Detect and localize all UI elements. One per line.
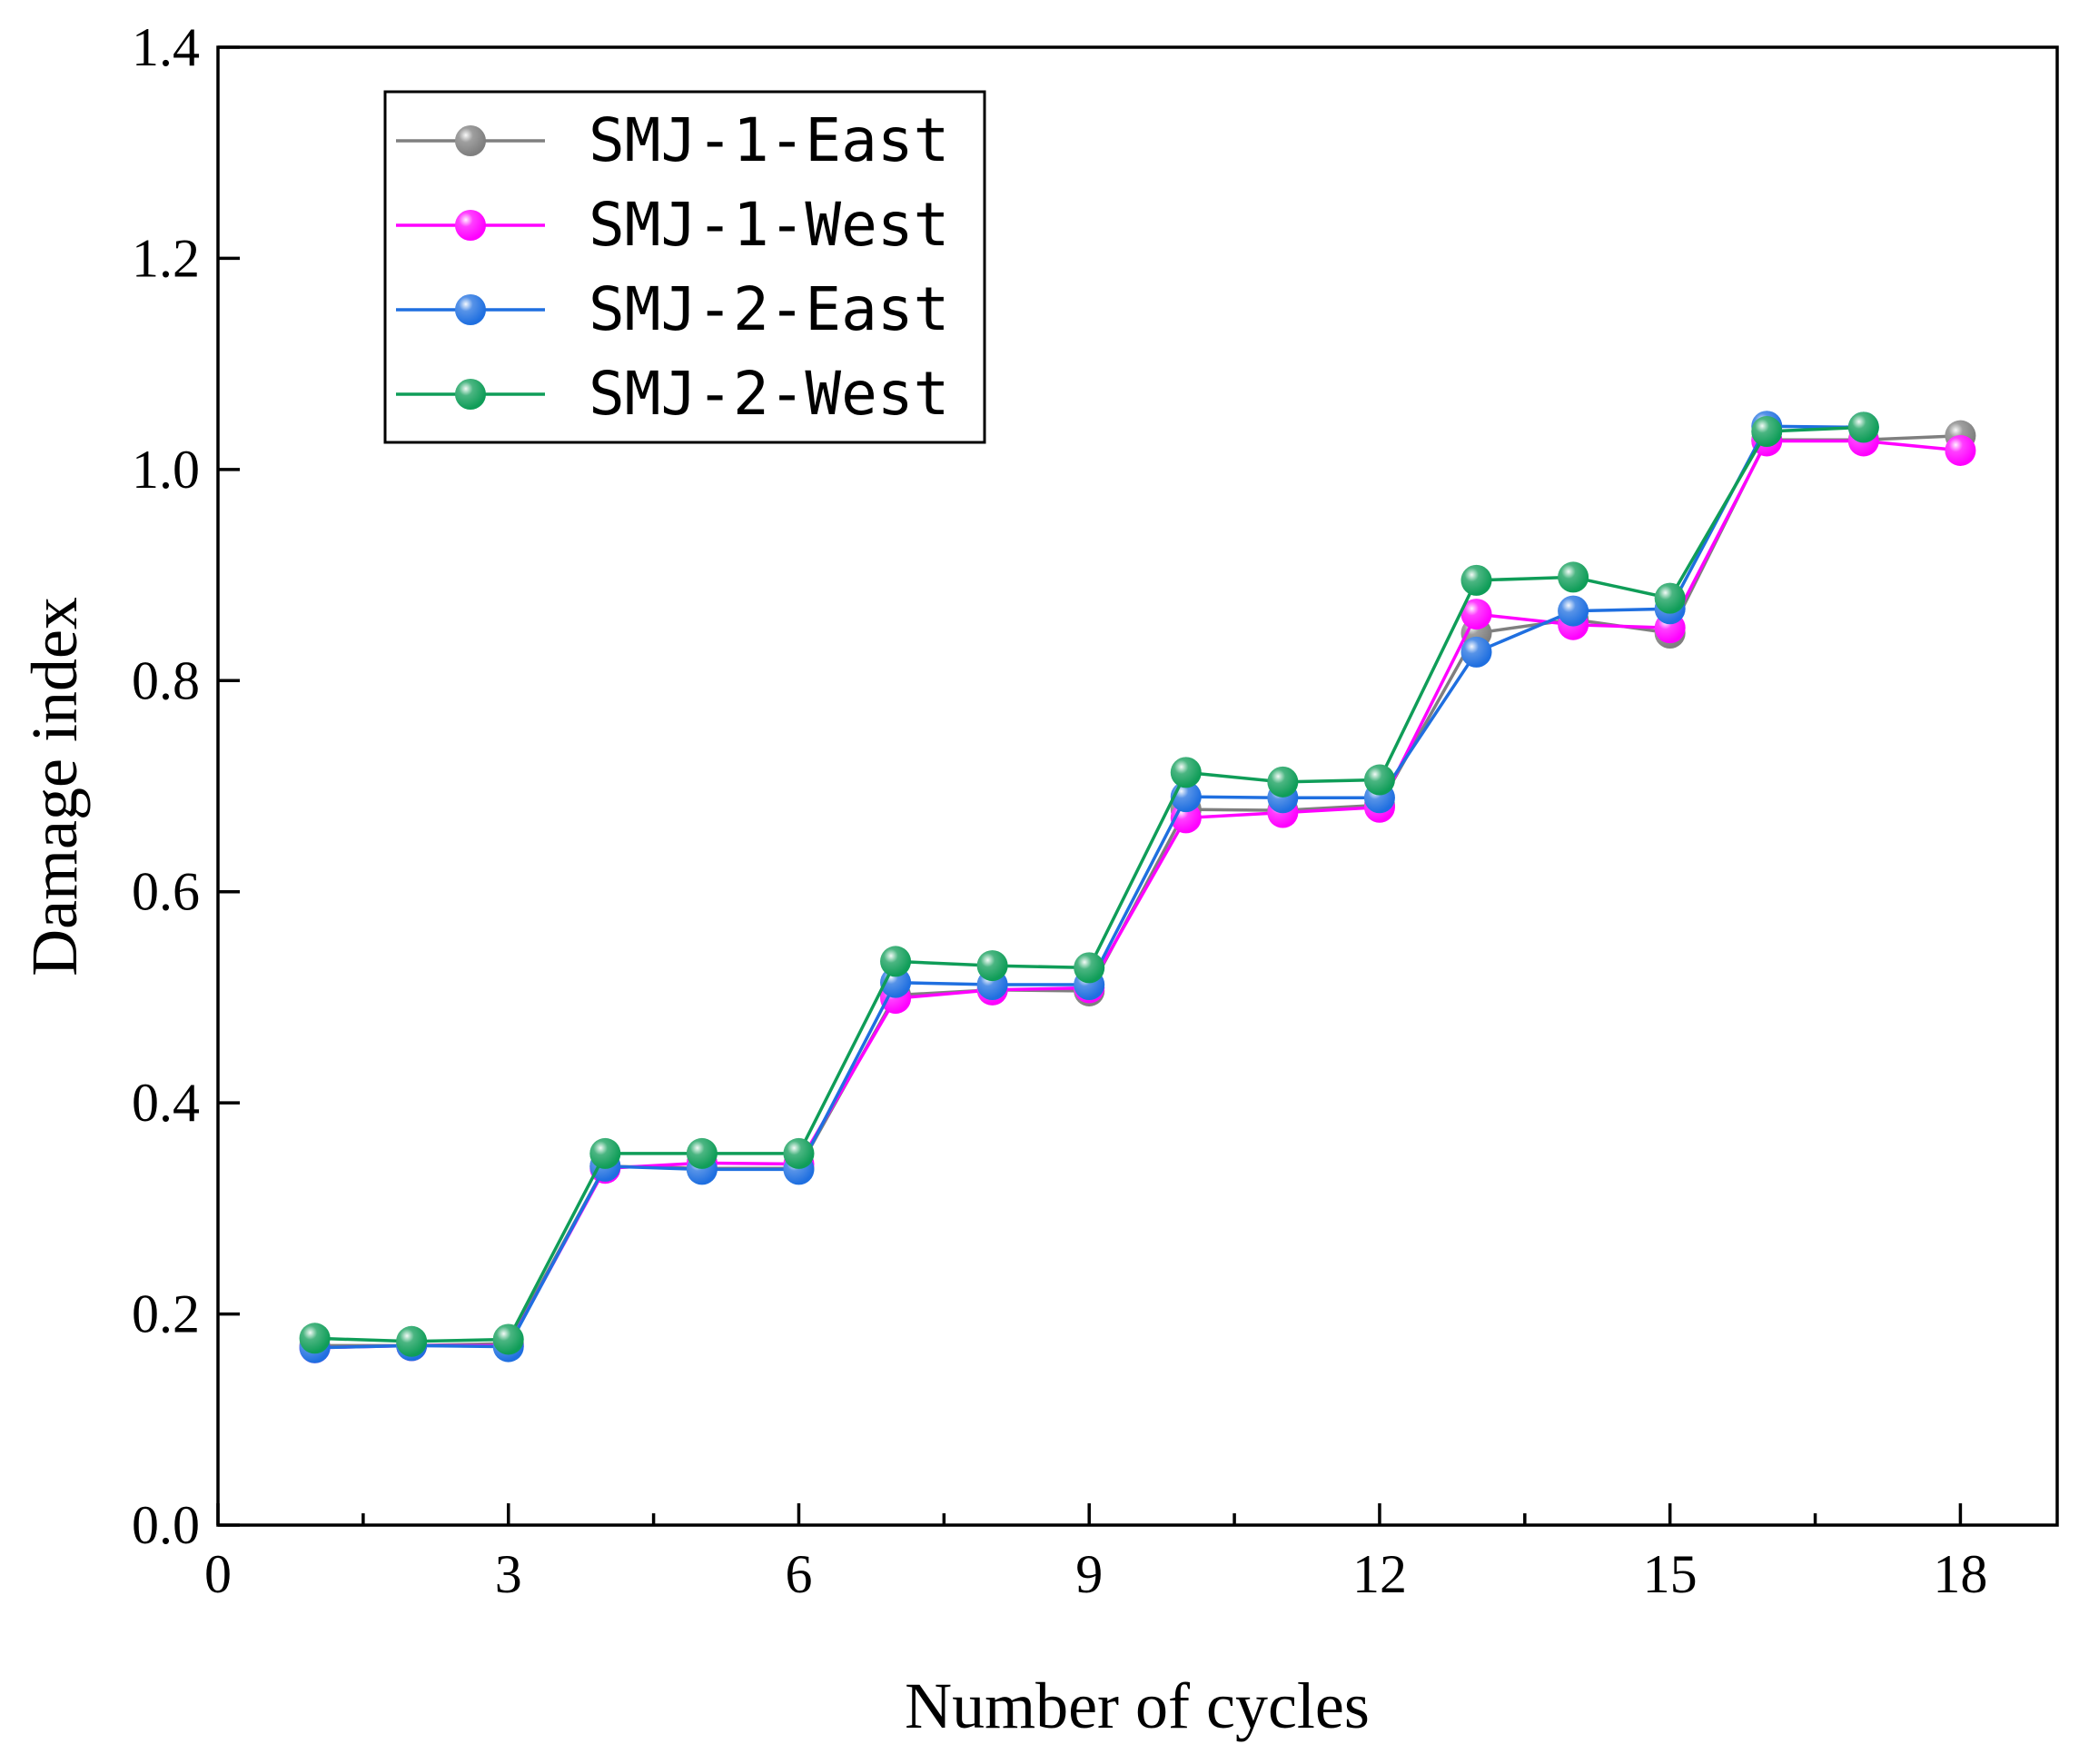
y-tick-label: 0.8 [132,650,200,710]
y-tick-label: 1.4 [132,17,200,77]
y-tick-label: 1.2 [132,228,200,288]
y-tick-label: 0.0 [132,1495,200,1555]
legend-item: SMJ-1-East [396,105,949,175]
x-axis-title: Number of cycles [905,1670,1370,1742]
legend-marker-highlight [455,125,486,156]
x-tick-label: 3 [495,1544,522,1604]
x-tick-label: 9 [1075,1544,1103,1604]
series-SMJ-1-West [299,425,1976,1363]
legend-item: SMJ-2-West [396,359,949,429]
series-SMJ-2-West [299,411,1879,1357]
series-line [314,439,1961,1350]
data-point-highlight [783,1137,815,1169]
plot-frame [216,45,2059,1527]
series-line [314,424,1864,1350]
legend-box [383,90,986,444]
legend-label: SMJ-2-East [589,274,949,344]
data-point-highlight [686,1137,718,1169]
legend-marker-highlight [455,379,486,410]
data-point-highlight [1074,952,1105,984]
data-point-highlight [1267,766,1299,798]
ticks-layer: 0 3 6 9 12 15 18 0.0 0.2 0.4 0.6 0.8 1.0 1.2 1.4 [132,17,1987,1604]
data-point-highlight [299,1323,331,1354]
data-point-highlight [880,946,912,977]
x-tick-label: 12 [1352,1544,1407,1604]
legend: SMJ-1-East SMJ-1-West SMJ-2-East SMJ-2-West [383,90,986,444]
y-tick-label: 0.6 [132,862,200,922]
data-point-highlight [1460,599,1492,630]
x-tick-label: 6 [785,1544,812,1604]
data-point-highlight [1558,595,1589,627]
data-point-highlight [976,950,1008,982]
x-tick-label: 0 [204,1544,232,1604]
y-tick-label: 1.0 [132,440,200,500]
y-axis-title: Damage index [18,597,91,976]
legend-label: SMJ-1-East [589,105,949,175]
data-point-highlight [1558,561,1589,593]
legend-item: SMJ-2-East [396,274,949,344]
data-point-highlight [492,1323,524,1355]
data-point-highlight [589,1137,621,1169]
data-point-highlight [1363,764,1395,796]
y-tick-label: 0.2 [132,1284,200,1344]
y-tick-label: 0.4 [132,1073,200,1133]
series-SMJ-2-East [299,411,1879,1363]
data-point-highlight [396,1325,428,1357]
x-tick-label: 18 [1933,1544,1987,1604]
series-layer [299,411,1976,1363]
legend-marker-highlight [455,294,486,325]
legend-label: SMJ-1-West [589,190,949,260]
data-point-highlight [1654,582,1686,614]
legend-item: SMJ-1-West [396,190,949,260]
series-line [314,425,1864,1343]
data-point-highlight [1751,416,1783,448]
legend-label: SMJ-2-West [589,359,949,429]
data-point-highlight [1460,636,1492,668]
data-point-highlight [1945,434,1976,466]
x-tick-label: 15 [1643,1544,1698,1604]
data-point-highlight [1460,564,1492,596]
data-point-highlight [1170,757,1202,788]
data-point-highlight [1847,411,1879,443]
legend-marker-highlight [455,210,486,241]
